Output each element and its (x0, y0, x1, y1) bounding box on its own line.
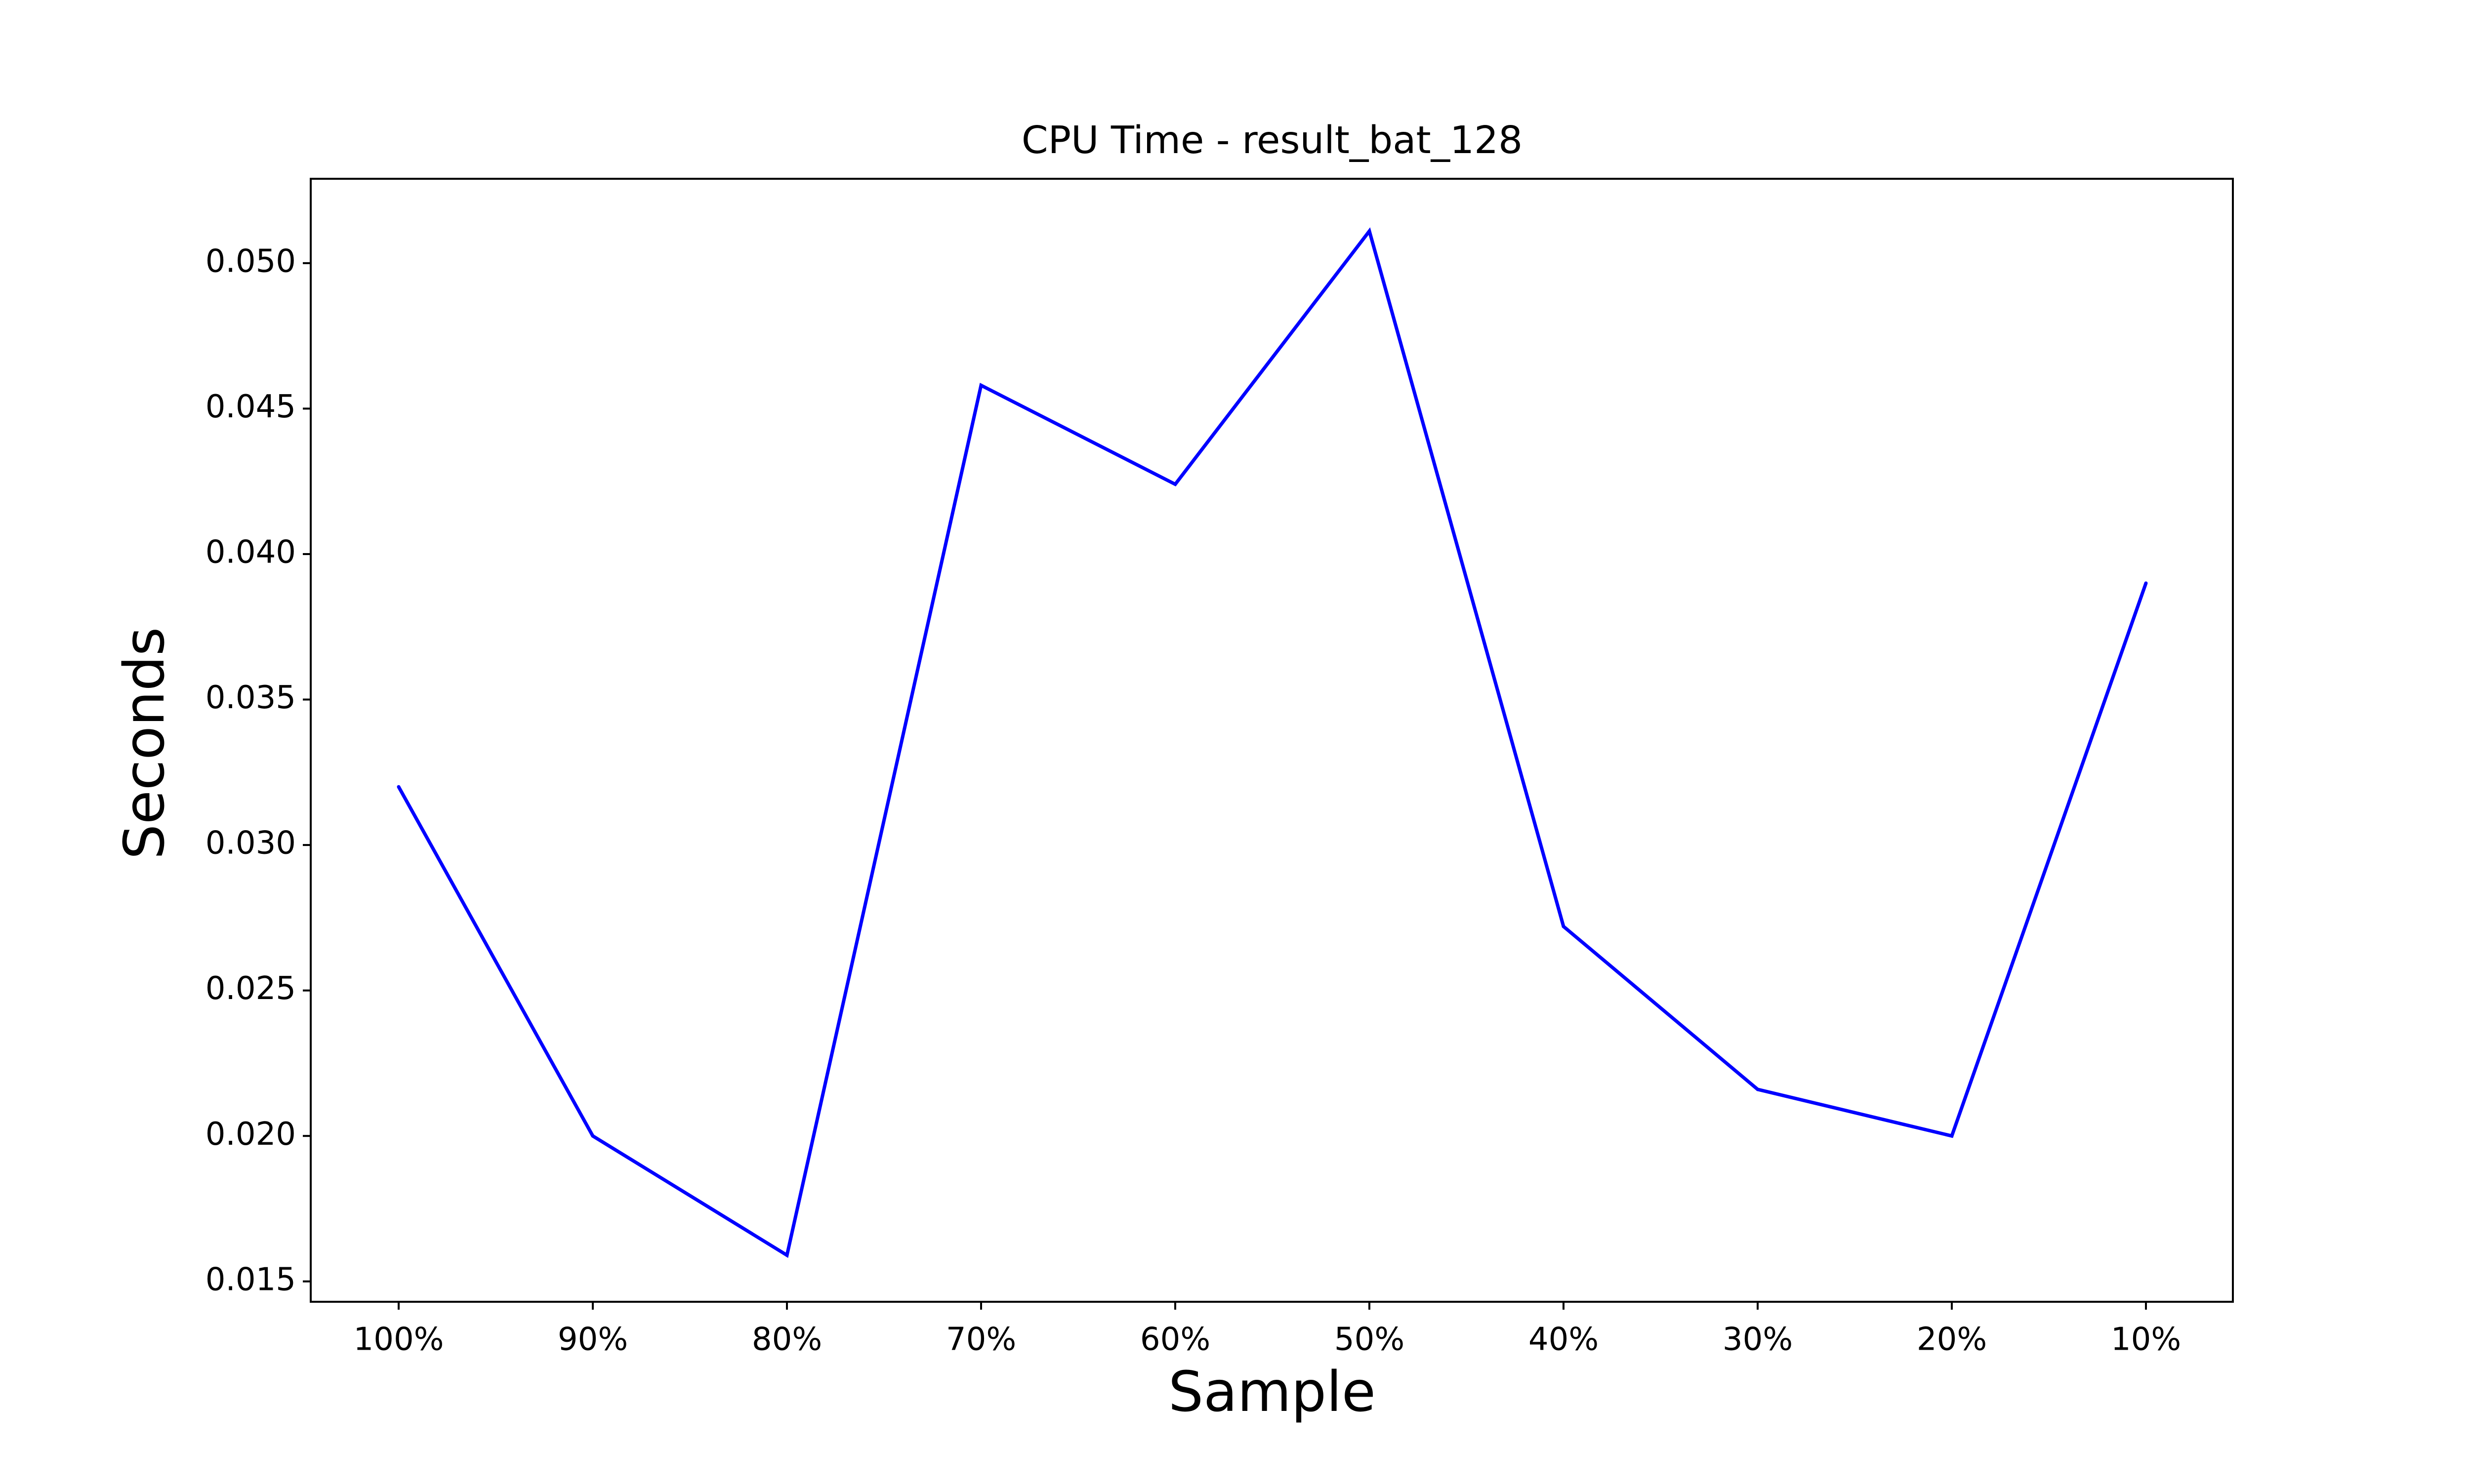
x-tick-label: 30% (1723, 1322, 1793, 1358)
chart-title: CPU Time - result_bat_128 (1022, 119, 1523, 162)
x-axis-label: Sample (1168, 1360, 1376, 1424)
x-tick-label: 90% (558, 1322, 628, 1358)
y-tick-label: 0.025 (206, 970, 296, 1007)
series-layer (397, 227, 2148, 1258)
x-tick-label: 80% (752, 1322, 822, 1358)
series-line (397, 227, 2148, 1258)
y-axis-label: Seconds (113, 627, 177, 860)
data-point (1562, 924, 1565, 928)
y-tick-label: 0.020 (206, 1116, 296, 1153)
x-tick-label: 20% (1917, 1322, 1987, 1358)
data-point (1950, 1134, 1954, 1138)
data-point (591, 1134, 595, 1138)
plot-area-frame (310, 178, 2234, 1303)
x-axis: 100% 90% 80% 70% 60% 50% 40% 30% 20% 10% (354, 1302, 2181, 1358)
data-point (785, 1253, 789, 1257)
x-tick-label: 100% (354, 1322, 444, 1358)
data-point (397, 785, 401, 789)
y-axis: 0.015 0.020 0.025 0.030 0.035 0.040 0.045 0.050 (206, 243, 311, 1298)
data-point (2144, 581, 2148, 585)
x-tick-label: 50% (1334, 1322, 1404, 1358)
y-tick-label: 0.015 (206, 1261, 296, 1298)
y-tick-label: 0.035 (206, 680, 296, 716)
y-tick-label: 0.050 (206, 243, 296, 280)
x-tick-label: 10% (2111, 1322, 2181, 1358)
x-tick-label: 40% (1528, 1322, 1599, 1358)
data-point (1367, 229, 1371, 233)
data-point (1756, 1087, 1760, 1091)
x-tick-label: 70% (946, 1322, 1016, 1358)
data-point (979, 383, 983, 387)
y-tick-label: 0.045 (206, 389, 296, 425)
data-point (1173, 482, 1177, 486)
x-tick-label: 60% (1140, 1322, 1210, 1358)
y-tick-label: 0.040 (206, 534, 296, 571)
y-tick-label: 0.030 (206, 825, 296, 862)
